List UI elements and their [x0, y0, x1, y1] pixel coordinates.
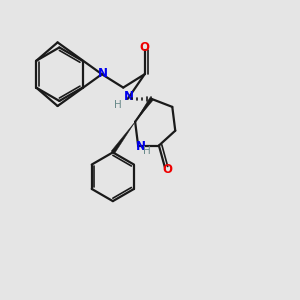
Polygon shape — [135, 98, 153, 122]
Text: O: O — [139, 41, 149, 54]
Text: N: N — [98, 67, 108, 80]
Text: H: H — [114, 100, 122, 110]
Text: N: N — [124, 90, 134, 103]
Polygon shape — [111, 122, 135, 154]
Text: O: O — [162, 163, 172, 176]
Text: H: H — [142, 146, 150, 157]
Text: N: N — [136, 140, 146, 153]
